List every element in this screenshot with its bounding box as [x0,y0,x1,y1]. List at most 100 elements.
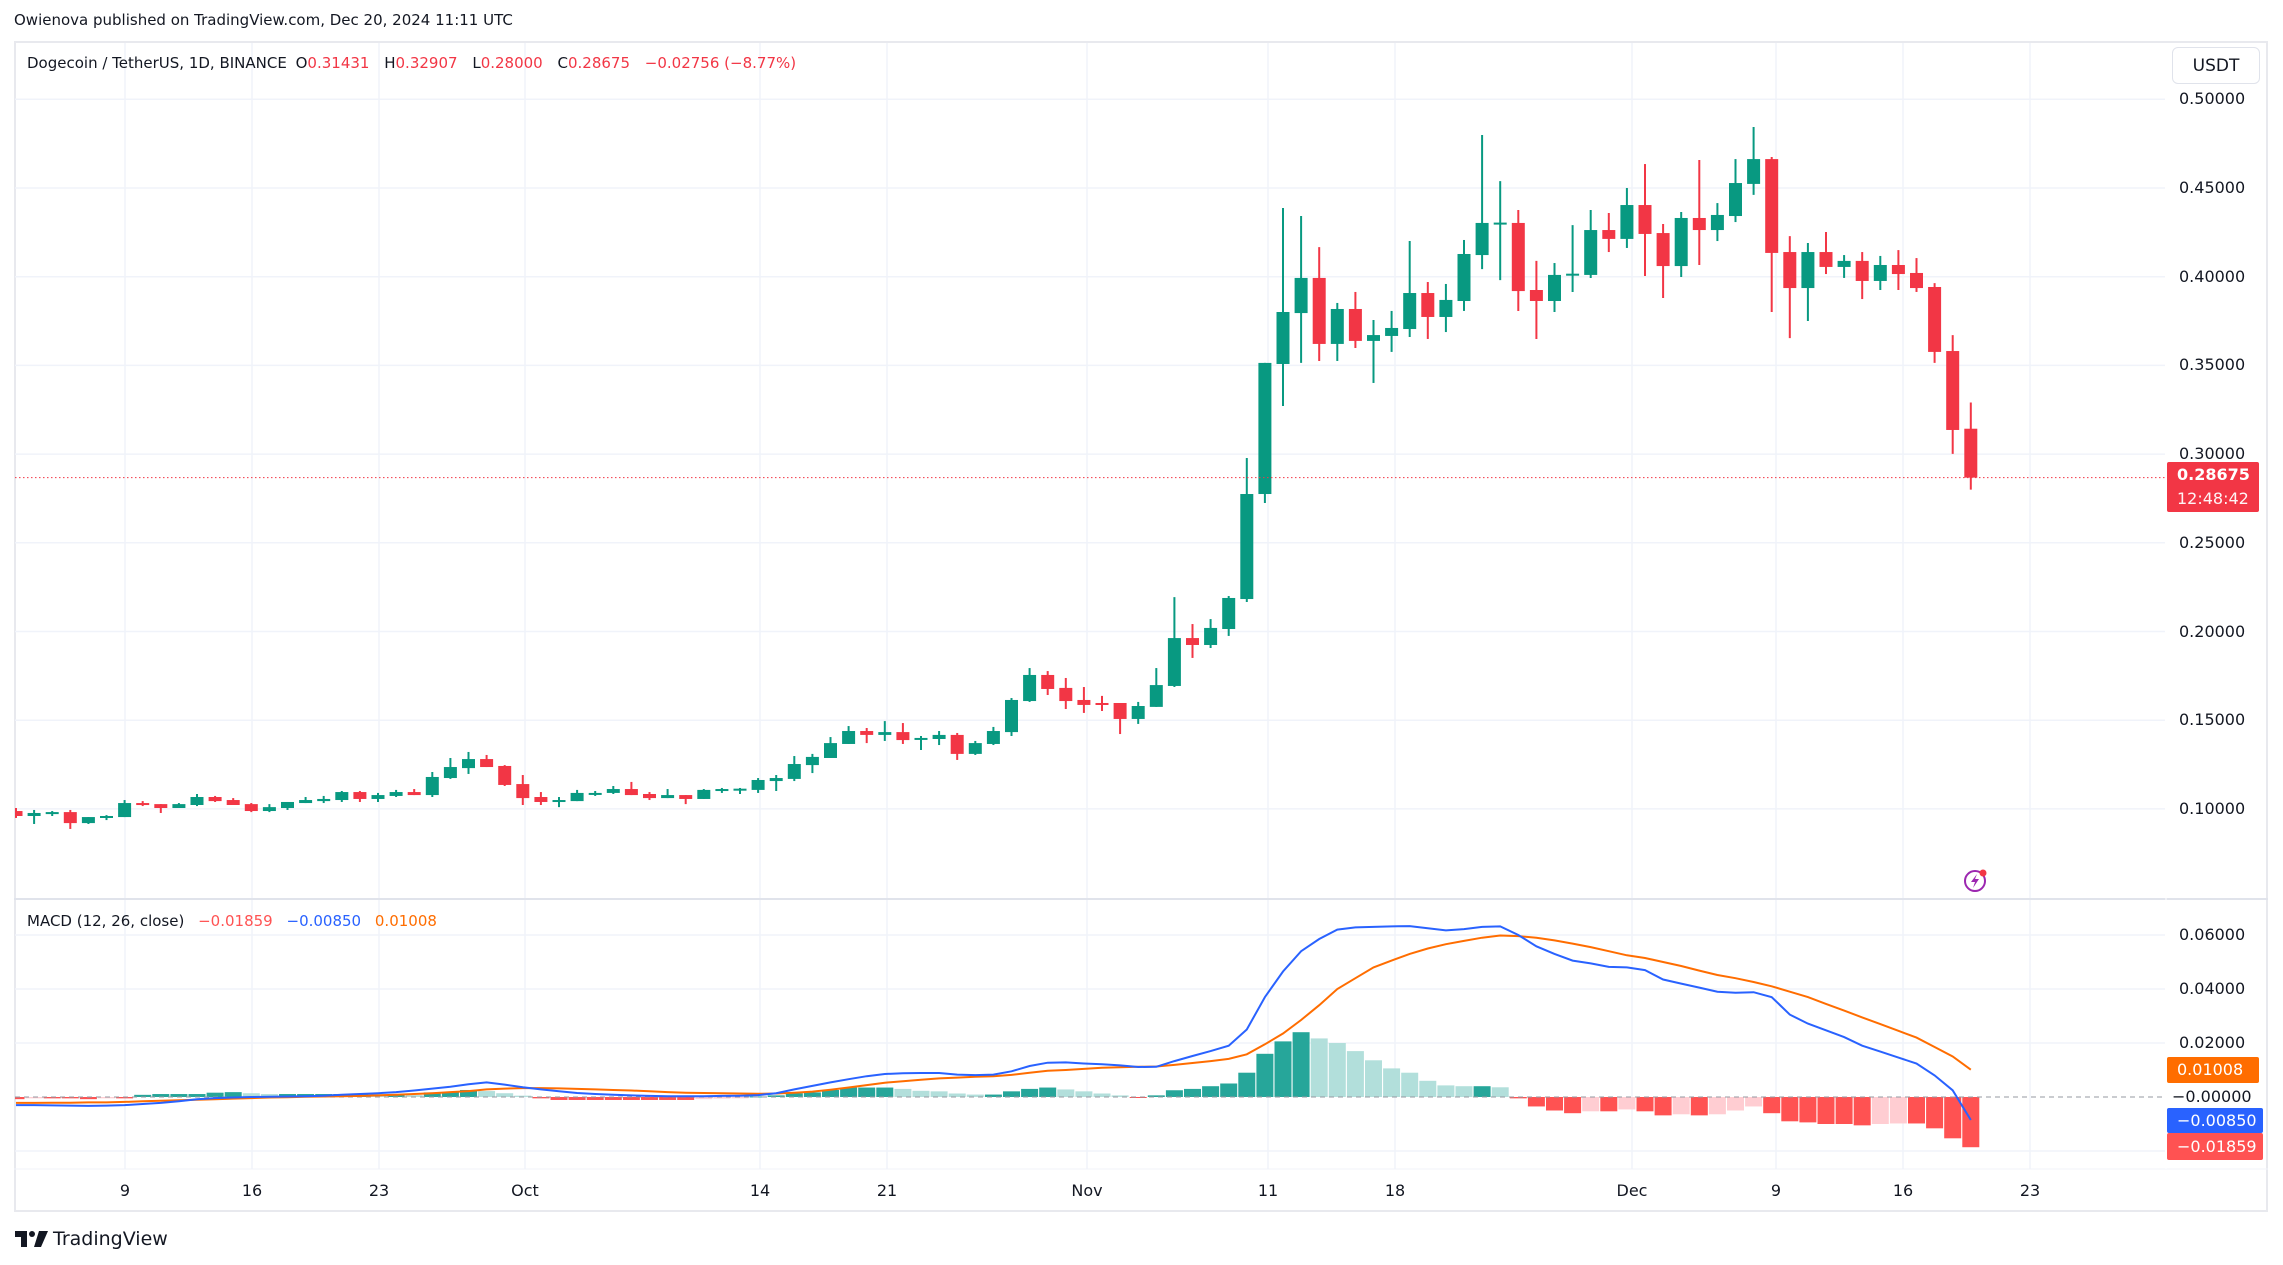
price-tick-label: 0.15000 [2179,710,2246,730]
candle-body [1674,217,1688,267]
histogram-bar [785,1093,803,1097]
candle-body [1258,362,1272,495]
histogram-bar [1184,1088,1201,1097]
candle-body [1041,674,1055,689]
candle-body [443,767,457,779]
time-tick-label: Dec [1616,1181,1648,1200]
histogram-bar [1962,1097,1980,1148]
candle-body [63,812,77,824]
price-tick-label: 0.45000 [2179,178,2246,197]
candle-body [878,732,892,735]
histogram-bar [15,1097,25,1100]
macd-tick-label: −0.00000 [2172,1087,2252,1106]
histogram-bar [550,1097,568,1100]
histogram-bar [1509,1097,1527,1099]
histogram-bar [1491,1087,1509,1097]
histogram-bar [1546,1097,1563,1111]
histogram-bar [912,1090,930,1097]
candle-body [118,803,132,818]
histogram-bar [61,1097,79,1099]
candle-body [462,759,475,769]
candle-body [299,800,313,804]
candle-body [1891,264,1905,275]
symbol-legend: Dogecoin / TetherUS, 1D, BINANCE O0.3143… [27,54,806,72]
open-value: 0.31431 [307,54,370,72]
macd-line-badge: −0.00850 [2167,1108,2263,1133]
publisher-line: Owienova published on TradingView.com, D… [14,11,513,29]
candle-body [624,789,638,796]
time-tick-label: Nov [1071,1181,1103,1200]
candle-body [606,789,620,793]
histogram-bar [188,1094,206,1097]
close-key: C [557,54,568,72]
candle-body [1964,428,1978,478]
histogram-bar [1419,1080,1437,1097]
open-key: O [295,54,308,72]
macd-tick-label: 0.02000 [2179,1033,2246,1052]
candle-body [154,804,168,809]
tradingview-logo-text: TradingView [53,1228,168,1250]
symbol-title[interactable]: Dogecoin / TetherUS, 1D, BINANCE [27,54,287,72]
histogram-bar [695,1097,713,1100]
candle-body [1059,687,1073,702]
candle-body [136,803,150,806]
candle-body [1837,260,1851,267]
lightning-alert-icon[interactable] [1962,866,1990,894]
countdown-timer: 12:48:42 [2177,489,2249,508]
candle-body [1131,706,1145,719]
tradingview-logo[interactable]: TradingView [15,1228,168,1250]
histogram-bar [1202,1086,1220,1097]
histogram-bar [1745,1097,1763,1107]
histogram-bar [206,1092,224,1097]
candle-body [697,789,711,799]
histogram-bar [1799,1097,1817,1123]
currency-button[interactable]: USDT [2172,47,2260,84]
histogram-bar [1600,1097,1618,1112]
histogram-bar [1871,1097,1889,1124]
candle-body [371,795,385,799]
candle-body [1095,702,1109,705]
histogram-bar [134,1094,152,1097]
histogram-bar [749,1096,767,1098]
time-tick-label: 14 [749,1181,771,1200]
candle-body [1710,214,1724,231]
candle-body [534,797,548,802]
histogram-bar [1075,1091,1093,1097]
candle-body [1167,638,1181,686]
histogram-bar [441,1092,459,1097]
candle-body [1602,230,1616,239]
candles [15,126,1978,829]
macd-title[interactable]: MACD (12, 26, close) [27,912,185,930]
candle-body [81,817,95,824]
histogram-bar [586,1097,604,1100]
histogram-bar [840,1087,858,1097]
candle-body [335,792,349,801]
high-key: H [384,54,396,72]
candle-body [1330,308,1344,344]
histogram-bar [641,1097,658,1100]
histogram-bar [731,1097,749,1099]
histogram-bar [1473,1086,1491,1097]
low-value: 0.28000 [480,54,543,72]
histogram-bar [1111,1095,1129,1097]
candle-body [262,807,276,812]
candle-body [1656,233,1670,267]
histogram-bar [478,1091,496,1097]
candle-body [425,776,439,796]
candle-body [914,737,928,740]
histogram-bar [604,1097,622,1100]
histogram-bar [659,1097,677,1100]
candle-body [407,792,421,796]
candle-body [1946,351,1960,430]
time-tick-label: 11 [1257,1181,1279,1200]
candle-body [100,815,113,818]
macd-histogram-value: −0.01859 [198,912,273,930]
histogram-bar [25,1097,43,1099]
histogram-bar [677,1097,695,1100]
candle-body [1348,308,1362,341]
histogram-bar [116,1097,134,1099]
histogram-bar [1618,1097,1636,1110]
histogram-bar [1455,1086,1473,1097]
candle-body [1457,253,1471,302]
